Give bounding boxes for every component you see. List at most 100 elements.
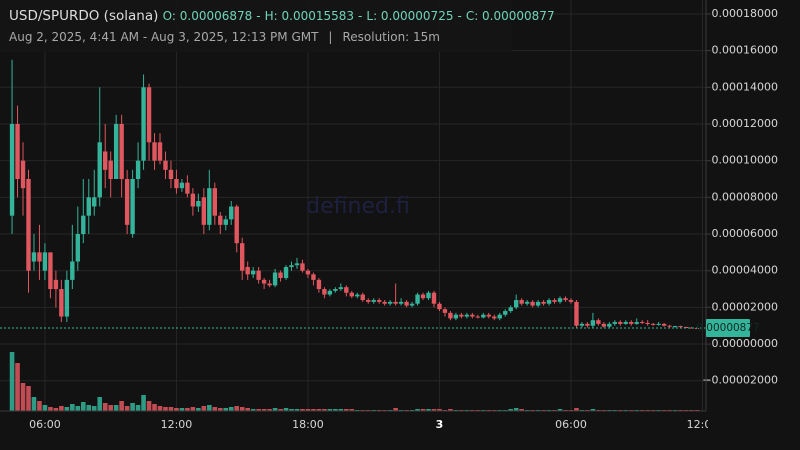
last-price-tag <box>706 318 750 337</box>
volume-bar <box>322 409 327 411</box>
candle-body <box>152 142 157 161</box>
volume-bar <box>31 397 37 411</box>
candle-body <box>601 323 607 327</box>
candle-body <box>283 267 289 279</box>
volume-bar <box>327 409 333 411</box>
candle-body <box>629 322 634 324</box>
candle-body <box>398 301 404 304</box>
volume-bar <box>338 409 344 411</box>
volume-bar <box>272 408 278 411</box>
candle-body <box>387 301 393 304</box>
candle-body <box>574 301 579 326</box>
candle-body <box>640 322 645 324</box>
header: USD/SPURDO (solana) O: 0.00006878- H: 0.0… <box>0 0 555 52</box>
volume-bar <box>212 407 218 411</box>
candle-body <box>311 274 316 280</box>
candle-body <box>366 300 371 302</box>
candle-body <box>497 314 502 319</box>
candle-body <box>179 182 185 189</box>
separator: - <box>358 9 363 23</box>
candle-body <box>305 270 311 275</box>
y-tick-label: 0.00002000 <box>712 300 778 313</box>
candle-body <box>234 206 239 244</box>
candle-body <box>475 316 481 318</box>
volume-bar <box>190 407 196 411</box>
volume-bar <box>420 409 426 411</box>
stat: O: 0.00006878 <box>162 9 253 23</box>
candle-body <box>250 270 256 275</box>
volume-bar <box>53 408 59 411</box>
volume-bar <box>26 386 31 411</box>
volume-bar <box>239 407 245 411</box>
candle-body <box>672 326 678 328</box>
candle-body <box>650 323 656 325</box>
candle-body <box>15 123 20 179</box>
volume-bar <box>146 401 152 411</box>
volume-bar <box>223 408 229 411</box>
candle-body <box>157 142 163 161</box>
volume-bar <box>59 406 64 411</box>
candle-body <box>678 326 683 328</box>
candle-body <box>207 188 212 225</box>
volume-bar <box>119 401 124 411</box>
x-tick-label: 12:00 <box>687 418 719 431</box>
candle-body <box>344 287 349 293</box>
candle-body <box>437 303 442 310</box>
candle-body <box>470 314 475 317</box>
x-tick-label: 06:00 <box>29 418 61 431</box>
candle-body <box>513 300 519 308</box>
candle-body <box>26 178 31 271</box>
y-tick-label: 0.00008000 <box>712 190 778 203</box>
volume-bar <box>557 409 563 411</box>
candle-body <box>190 193 196 207</box>
candle-body <box>53 279 59 290</box>
volume-bar <box>305 409 311 411</box>
x-tick-label: 18:00 <box>292 418 324 431</box>
volume-bar <box>37 401 42 411</box>
grid <box>0 0 706 411</box>
candle-body <box>9 123 15 216</box>
candle-body <box>261 279 267 284</box>
candle-body <box>667 325 672 327</box>
candle-body <box>530 301 535 306</box>
candle-body <box>585 323 590 326</box>
candle-body <box>442 309 448 313</box>
volume-bar <box>519 409 524 411</box>
candle-body <box>519 300 524 304</box>
candle-body <box>163 160 168 170</box>
volume-bar <box>75 406 81 411</box>
candle-body <box>229 206 234 220</box>
candle-body <box>294 263 300 266</box>
candle-body <box>607 323 612 327</box>
volume-bar <box>333 409 338 411</box>
candle-body <box>201 197 207 225</box>
header-line: Aug 2, 2025, 4:41 AM - Aug 3, 2025, 12:1… <box>9 30 512 44</box>
x-axis: 06:00 12:00 18:00 3 06:00 12:00 <box>29 418 719 431</box>
candle-body <box>623 322 628 324</box>
volume-bar <box>590 409 596 411</box>
volume-bar <box>113 405 119 411</box>
candle-body <box>130 178 135 235</box>
y-tick-label: 0.00010000 <box>712 154 778 167</box>
volume-bar <box>508 409 514 411</box>
y-tick-label: 0.00012000 <box>712 117 778 130</box>
volume-bar <box>245 408 250 411</box>
volume-bar <box>64 407 70 411</box>
candle-body <box>240 243 245 271</box>
volume-bar <box>20 383 26 411</box>
candle-body <box>70 261 75 280</box>
candle-body <box>486 314 491 317</box>
candle-body <box>420 294 426 299</box>
y-tick-label: 0.00006000 <box>712 227 778 240</box>
candle-body <box>382 301 387 304</box>
x-tick-label: 12:00 <box>161 418 193 431</box>
candle-body <box>108 160 113 179</box>
resolution: Resolution: 15m <box>342 30 440 44</box>
watermark: defined.fi <box>306 194 410 219</box>
stat: H: 0.00015583 <box>264 9 355 23</box>
volume-bar <box>201 406 207 411</box>
volume-bar <box>86 405 92 411</box>
candle-body <box>64 279 70 317</box>
candle-body <box>590 320 596 326</box>
